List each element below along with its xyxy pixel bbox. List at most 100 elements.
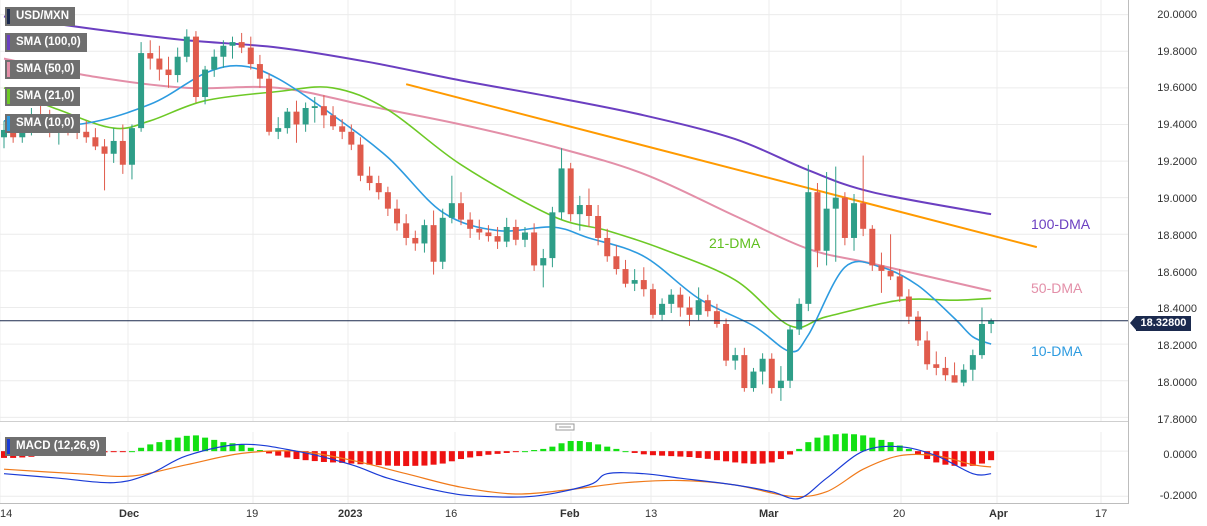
candle-body (531, 232, 538, 266)
resistance-trend-line (405, 83, 1038, 249)
macd-histogram-bar (430, 451, 437, 465)
y-tick-label: 19.8000 (1157, 46, 1197, 58)
candle-body (896, 276, 903, 297)
x-tick-label: 16 (445, 508, 458, 520)
macd-histogram-bar (576, 441, 583, 452)
macd-histogram-bar (713, 451, 720, 461)
macd-histogram-bar (960, 451, 967, 467)
dma-21-annotation: 21-DMA (709, 235, 761, 251)
macd-histogram-bar (421, 451, 428, 466)
candle-body (759, 358, 766, 372)
macd-histogram-bar (476, 451, 483, 457)
candle-body (631, 280, 638, 284)
dma-100-annotation: 100-DMA (1031, 216, 1091, 232)
chart-frame (0, 0, 1129, 504)
candle-body (878, 265, 885, 271)
y-tick-label: 18.0000 (1157, 377, 1197, 389)
sma-100-label[interactable]: SMA (100,0) (5, 33, 87, 52)
candle-body (266, 78, 273, 132)
macd-y-tick-label: 0.0000 (1163, 449, 1197, 461)
candle-body (549, 212, 556, 259)
macd-histogram-bar (759, 451, 766, 464)
macd-histogram-bar (366, 451, 373, 465)
candle-body (421, 225, 428, 244)
macd-histogram-bar (933, 451, 940, 463)
macd-signal-line (3, 450, 992, 498)
candle-body (677, 294, 684, 308)
macd-histogram-bar (412, 451, 419, 466)
candle-body (311, 106, 318, 108)
candle-body (439, 217, 446, 262)
candle-body (128, 128, 135, 165)
sma-21-label[interactable]: SMA (21,0) (5, 87, 81, 106)
macd-label-text: MACD (12,26,9) (16, 440, 100, 452)
candle-body (101, 146, 108, 154)
macd-histogram-bar (905, 448, 912, 452)
sma-10-label-text: SMA (10,0) (16, 117, 75, 129)
candle-body (732, 355, 739, 361)
candle-body (275, 128, 282, 132)
candle-body (202, 69, 209, 98)
candle-body (220, 45, 227, 57)
candle-body (741, 355, 748, 389)
macd-histogram-bar (183, 435, 190, 452)
macd-histogram-bar (841, 433, 848, 452)
macd-histogram-bar (531, 450, 538, 452)
macd-histogram-bar (668, 451, 675, 457)
candle-body (92, 137, 99, 147)
macd-histogram-bar (147, 444, 154, 452)
macd-histogram-bar (951, 451, 958, 466)
macd-histogram-bar (969, 451, 976, 466)
candle-body (723, 323, 730, 361)
candle-body (138, 53, 145, 129)
macd-histogram-bar (768, 451, 775, 463)
candle-body (924, 340, 931, 365)
candle-body (567, 168, 574, 215)
candle-body (768, 358, 775, 389)
candle-body (284, 111, 291, 129)
last-price-tag: 18.32800 (1130, 316, 1191, 331)
y-tick-label: 18.4000 (1157, 303, 1197, 315)
candle-body (156, 58, 163, 70)
candle-body (704, 300, 711, 312)
macd-histogram-bar (732, 451, 739, 463)
candle-body (604, 237, 611, 257)
macd-histogram-bar (915, 451, 921, 455)
candle-body (339, 126, 346, 132)
sma-50-label[interactable]: SMA (50,0) (5, 60, 81, 79)
macd-histogram-bar (750, 451, 757, 464)
x-tick-label: 14 (0, 508, 13, 520)
macd-label[interactable]: MACD (12,26,9) (5, 437, 106, 456)
macd-y-tick-label: -0.2000 (1159, 490, 1197, 502)
candle-body (366, 175, 373, 184)
candle-body (174, 56, 181, 76)
x-tick-label: Dec (119, 508, 140, 520)
sma-50-label-text: SMA (50,0) (16, 63, 75, 75)
candle-body (668, 294, 675, 304)
candle-body (330, 115, 337, 127)
sma-10-label[interactable]: SMA (10,0) (5, 114, 81, 133)
candle-body (348, 131, 355, 145)
candle-body (540, 258, 547, 266)
candle-body (942, 367, 949, 376)
symbol-label[interactable]: USD/MXN (5, 7, 76, 26)
candle-body (110, 140, 117, 154)
candle-body (211, 56, 218, 70)
macd-histogram-bar (723, 451, 730, 462)
macd-histogram-bar (128, 451, 135, 453)
trend-line (405, 83, 1038, 249)
macd-histogram-bar (110, 451, 117, 453)
candle-body (695, 300, 702, 315)
candle-body (777, 380, 784, 389)
candle-body (869, 228, 876, 266)
macd-histogram-bar (138, 447, 145, 452)
candle-body (412, 237, 419, 244)
candle-body (302, 107, 309, 125)
macd-histogram-bar (439, 451, 446, 464)
candle-body (805, 192, 812, 304)
macd-histogram-bar (869, 437, 876, 452)
candle-body (832, 197, 839, 209)
y-tick-label: 17.8000 (1157, 414, 1197, 426)
macd-histogram-bar (988, 451, 995, 461)
